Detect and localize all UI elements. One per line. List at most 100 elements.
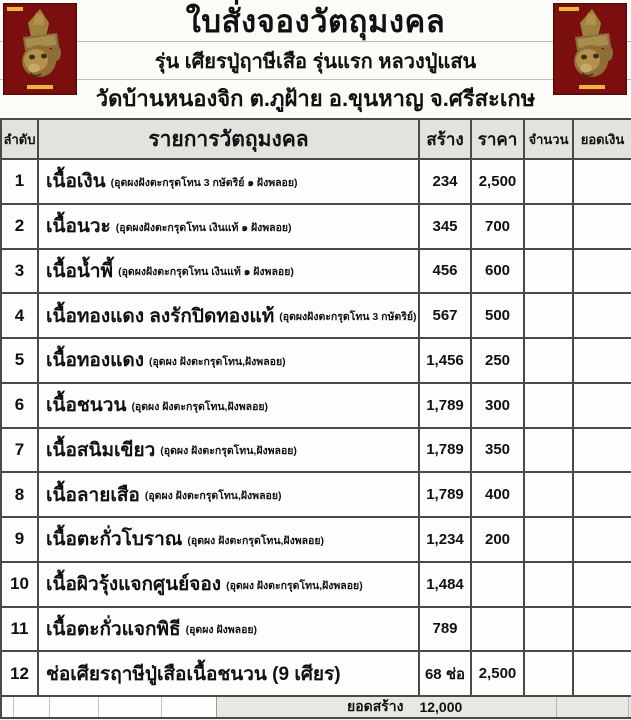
price-cell: 300 <box>472 383 525 429</box>
item-detail: (อุดผงฝังตะกรุดโทน เงินแท้ ๑ ฝังพลอย) <box>115 221 292 234</box>
column-header-price: ราคา <box>472 120 525 160</box>
item-name: เนื้อเงิน <box>46 171 106 193</box>
amount-cell <box>574 652 631 697</box>
item-cell: เนื้อนวะ (อุดผงฝังตะกรุดโทน เงินแท้ ๑ ฝั… <box>39 204 420 250</box>
amount-cell <box>574 339 631 384</box>
document-header: ใบสั่งจองวัตถุมงคล รุ่น เศียรปู่ฤาษีเสือ… <box>0 0 631 118</box>
item-cell: เนื้อชนวน (อุดผง ฝังตะกรุดโทน,ฝังพลอย) <box>39 383 420 429</box>
quantity-cell <box>525 383 574 429</box>
price-cell <box>472 562 525 608</box>
quantity-cell <box>525 294 574 339</box>
temple-location: วัดบ้านหนองจิก ต.ภูฝ้าย อ.ขุนหาญ จ.ศรีสะ… <box>95 86 536 111</box>
row-number-cell: 3 <box>2 249 39 295</box>
item-name: เนื้อทองแดง <box>46 350 144 372</box>
item-cell: ช่อเศียรฤาษีปู่เสือเนื้อชนวน (9 เศียร) <box>39 652 420 697</box>
item-detail: (อุดผง ฝังตะกรุดโทน,ฝังพลอย) <box>144 490 282 503</box>
row-number-cell: 1 <box>2 160 39 205</box>
column-header-seq: ลำดับ <box>2 120 39 160</box>
made-count-cell: 1,789 <box>420 383 472 429</box>
row-number-cell: 10 <box>2 562 39 608</box>
table-row: 7 เนื้อสนิมเขียว (อุดผง ฝังตะกรุดโทน,ฝัง… <box>2 428 631 474</box>
item-name: เนื้อตะกั่วแจกพิธี <box>46 618 181 640</box>
item-detail: (อุดผงฝังตะกรุดโทน เงินแท้ ๑ ฝังพลอย) <box>118 266 294 279</box>
row-number-cell: 9 <box>2 518 39 563</box>
quantity-cell <box>525 607 574 653</box>
location-band: วัดบ้านหนองจิก ต.ภูฝ้าย อ.ขุนหาญ จ.ศรีสะ… <box>0 80 631 117</box>
quantity-cell <box>525 518 574 563</box>
table-row: 11 เนื้อตะกั่วแจกพิธี (อุดผง ฝังพลอย) 78… <box>2 607 631 653</box>
item-name: เนื้อทองแดง ลงรักปิดทองแท้ <box>46 305 275 327</box>
title-band: ใบสั่งจองวัตถุมงคล <box>0 0 631 42</box>
item-cell: เนื้อทองแดง (อุดผง ฝังตะกรุดโทน,ฝังพลอย) <box>39 339 420 384</box>
footer-stub-cell <box>2 697 14 717</box>
quantity-cell <box>525 160 574 205</box>
item-cell: เนื้อทองแดง ลงรักปิดทองแท้ (อุดผงฝังตะกร… <box>39 294 420 339</box>
amount-cell <box>574 607 631 653</box>
price-cell <box>472 607 525 653</box>
row-number-cell: 4 <box>2 294 39 339</box>
row-number-cell: 7 <box>2 428 39 474</box>
tiger-hermit-amulet-icon <box>553 3 627 95</box>
table-row: 1 เนื้อเงิน (อุดผงฝังตะกรุดโทน 3 กษัตริย… <box>2 160 631 205</box>
table-header-row: ลำดับ รายการวัตถุมงคล สร้าง ราคา จำนวน ย… <box>2 120 631 160</box>
table-body: 1 เนื้อเงิน (อุดผงฝังตะกรุดโทน 3 กษัตริย… <box>2 160 631 697</box>
item-detail: (อุดผง ฝังตะกรุดโทน,ฝังพลอย) <box>187 534 325 547</box>
item-cell: เนื้อตะกั่วโบราณ (อุดผง ฝังตะกรุดโทน,ฝัง… <box>39 518 420 563</box>
item-name: เนื้อตะกั่วโบราณ <box>46 529 183 551</box>
row-number-cell: 6 <box>2 383 39 429</box>
grand-total-area: ยอดสร้าง 12,000 <box>217 697 631 717</box>
item-detail: (อุดผง ฝังตะกรุดโทน,ฝังพลอย) <box>148 355 286 368</box>
price-cell: 250 <box>472 339 525 384</box>
total-value: 12,000 <box>419 699 463 715</box>
amount-cell <box>574 160 631 205</box>
item-name: ช่อเศียรฤาษีปู่เสือเนื้อชนวน (9 เศียร) <box>46 663 341 685</box>
item-name: เนื้อลายเสือ <box>46 484 140 506</box>
table-row: 6 เนื้อชนวน (อุดผง ฝังตะกรุดโทน,ฝังพลอย)… <box>2 383 631 429</box>
amount-cell <box>574 428 631 474</box>
edition-subtitle: รุ่น เศียรปู่ฤาษีเสือ รุ่นแรก หลวงปู่แสน <box>154 50 477 73</box>
tiger-hermit-amulet-icon <box>3 3 77 95</box>
made-count-cell: 234 <box>420 160 472 205</box>
item-detail: (อุดผงฝังตะกรุดโทน 3 กษัตริย์ ๑ ฝังพลอย) <box>110 176 298 189</box>
made-count-cell: 1,789 <box>420 428 472 474</box>
row-number-cell: 8 <box>2 473 39 518</box>
price-cell: 700 <box>472 204 525 250</box>
quantity-cell <box>525 428 574 474</box>
price-cell: 600 <box>472 249 525 295</box>
item-detail: (อุดผงฝังตะกรุดโทน 3 กษัตริย์) <box>279 311 417 324</box>
amulet-photo-right <box>553 3 627 95</box>
made-count-cell: 1,456 <box>420 339 472 384</box>
page-title: ใบสั่งจองวัตถุมงคล <box>185 3 446 39</box>
item-name: เนื้อชนวน <box>46 395 127 417</box>
column-header-amount: ยอดเงิน <box>574 120 631 160</box>
table-row: 8 เนื้อลายเสือ (อุดผง ฝังตะกรุดโทน,ฝังพล… <box>2 473 631 518</box>
amount-cell <box>574 518 631 563</box>
amount-cell <box>574 294 631 339</box>
made-count-cell: 1,484 <box>420 562 472 608</box>
footer-stub-cell <box>162 697 217 717</box>
item-cell: เนื้อสนิมเขียว (อุดผง ฝังตะกรุดโทน,ฝังพล… <box>39 428 420 474</box>
quantity-cell <box>525 652 574 697</box>
made-count-cell: 789 <box>420 607 472 653</box>
item-cell: เนื้อลายเสือ (อุดผง ฝังตะกรุดโทน,ฝังพลอย… <box>39 473 420 518</box>
quantity-cell <box>525 249 574 295</box>
table-row: 9 เนื้อตะกั่วโบราณ (อุดผง ฝังตะกรุดโทน,ฝ… <box>2 518 631 563</box>
footer-divider <box>556 697 557 717</box>
order-table: ลำดับ รายการวัตถุมงคล สร้าง ราคา จำนวน ย… <box>0 118 631 697</box>
quantity-cell <box>525 204 574 250</box>
amount-cell <box>574 473 631 518</box>
item-name: เนื้อสนิมเขียว <box>46 439 156 461</box>
row-number-cell: 11 <box>2 607 39 653</box>
amount-cell <box>574 249 631 295</box>
quantity-cell <box>525 562 574 608</box>
footer-divider <box>628 697 629 717</box>
total-label: ยอดสร้าง <box>347 698 404 714</box>
item-cell: เนื้อเงิน (อุดผงฝังตะกรุดโทน 3 กษัตริย์ … <box>39 160 420 205</box>
item-detail: (อุดผง ฝังตะกรุดโทน,ฝังพลอย) <box>226 579 363 592</box>
made-count-cell: 68 ช่อ <box>420 652 472 697</box>
item-detail: (อุดผง ฝังตะกรุดโทน,ฝังพลอย) <box>160 445 297 458</box>
footer-stub-cell <box>14 697 50 717</box>
made-count-cell: 1,234 <box>420 518 472 563</box>
price-cell: 400 <box>472 473 525 518</box>
